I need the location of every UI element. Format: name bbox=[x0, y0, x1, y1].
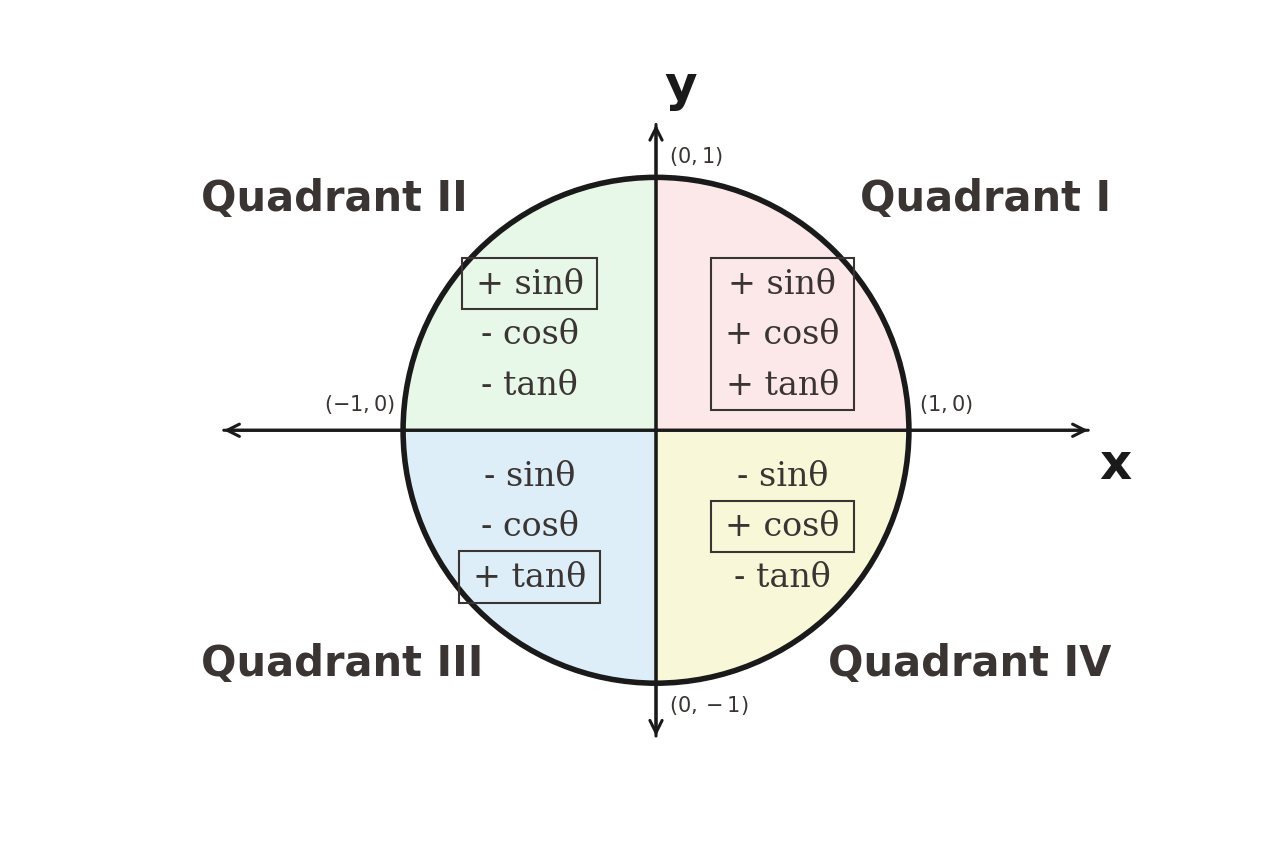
Text: + cosθ: + cosθ bbox=[726, 319, 840, 351]
Text: - tanθ: - tanθ bbox=[481, 369, 579, 401]
Text: Quadrant III: Quadrant III bbox=[201, 642, 483, 684]
Wedge shape bbox=[655, 431, 909, 683]
Text: $(0, -1)$: $(0, -1)$ bbox=[668, 693, 748, 717]
Text: Quadrant I: Quadrant I bbox=[860, 177, 1111, 219]
Text: + tanθ: + tanθ bbox=[472, 561, 586, 594]
Text: - cosθ: - cosθ bbox=[480, 319, 579, 351]
Text: Quadrant IV: Quadrant IV bbox=[828, 642, 1111, 684]
Text: - cosθ: - cosθ bbox=[480, 511, 579, 543]
Text: $(-1, 0)$: $(-1, 0)$ bbox=[324, 392, 396, 415]
Wedge shape bbox=[657, 178, 909, 431]
Text: $\mathbf{y}$: $\mathbf{y}$ bbox=[663, 65, 698, 113]
Text: + sinθ: + sinθ bbox=[476, 268, 584, 300]
Wedge shape bbox=[403, 178, 657, 431]
Text: + cosθ: + cosθ bbox=[726, 511, 840, 543]
Text: $\mathbf{x}$: $\mathbf{x}$ bbox=[1098, 441, 1132, 489]
Bar bbox=[712, 502, 854, 553]
Bar bbox=[712, 258, 854, 411]
Text: - sinθ: - sinθ bbox=[737, 461, 828, 492]
Bar bbox=[462, 258, 598, 310]
Bar bbox=[460, 552, 600, 603]
Text: Quadrant II: Quadrant II bbox=[201, 177, 467, 219]
Text: $(0, 1)$: $(0, 1)$ bbox=[668, 145, 722, 168]
Text: + tanθ: + tanθ bbox=[726, 369, 840, 401]
Wedge shape bbox=[403, 431, 657, 683]
Text: - tanθ: - tanθ bbox=[733, 561, 831, 594]
Text: - sinθ: - sinθ bbox=[484, 461, 575, 492]
Text: $(1, 0)$: $(1, 0)$ bbox=[919, 392, 973, 415]
Text: + sinθ: + sinθ bbox=[728, 268, 836, 300]
